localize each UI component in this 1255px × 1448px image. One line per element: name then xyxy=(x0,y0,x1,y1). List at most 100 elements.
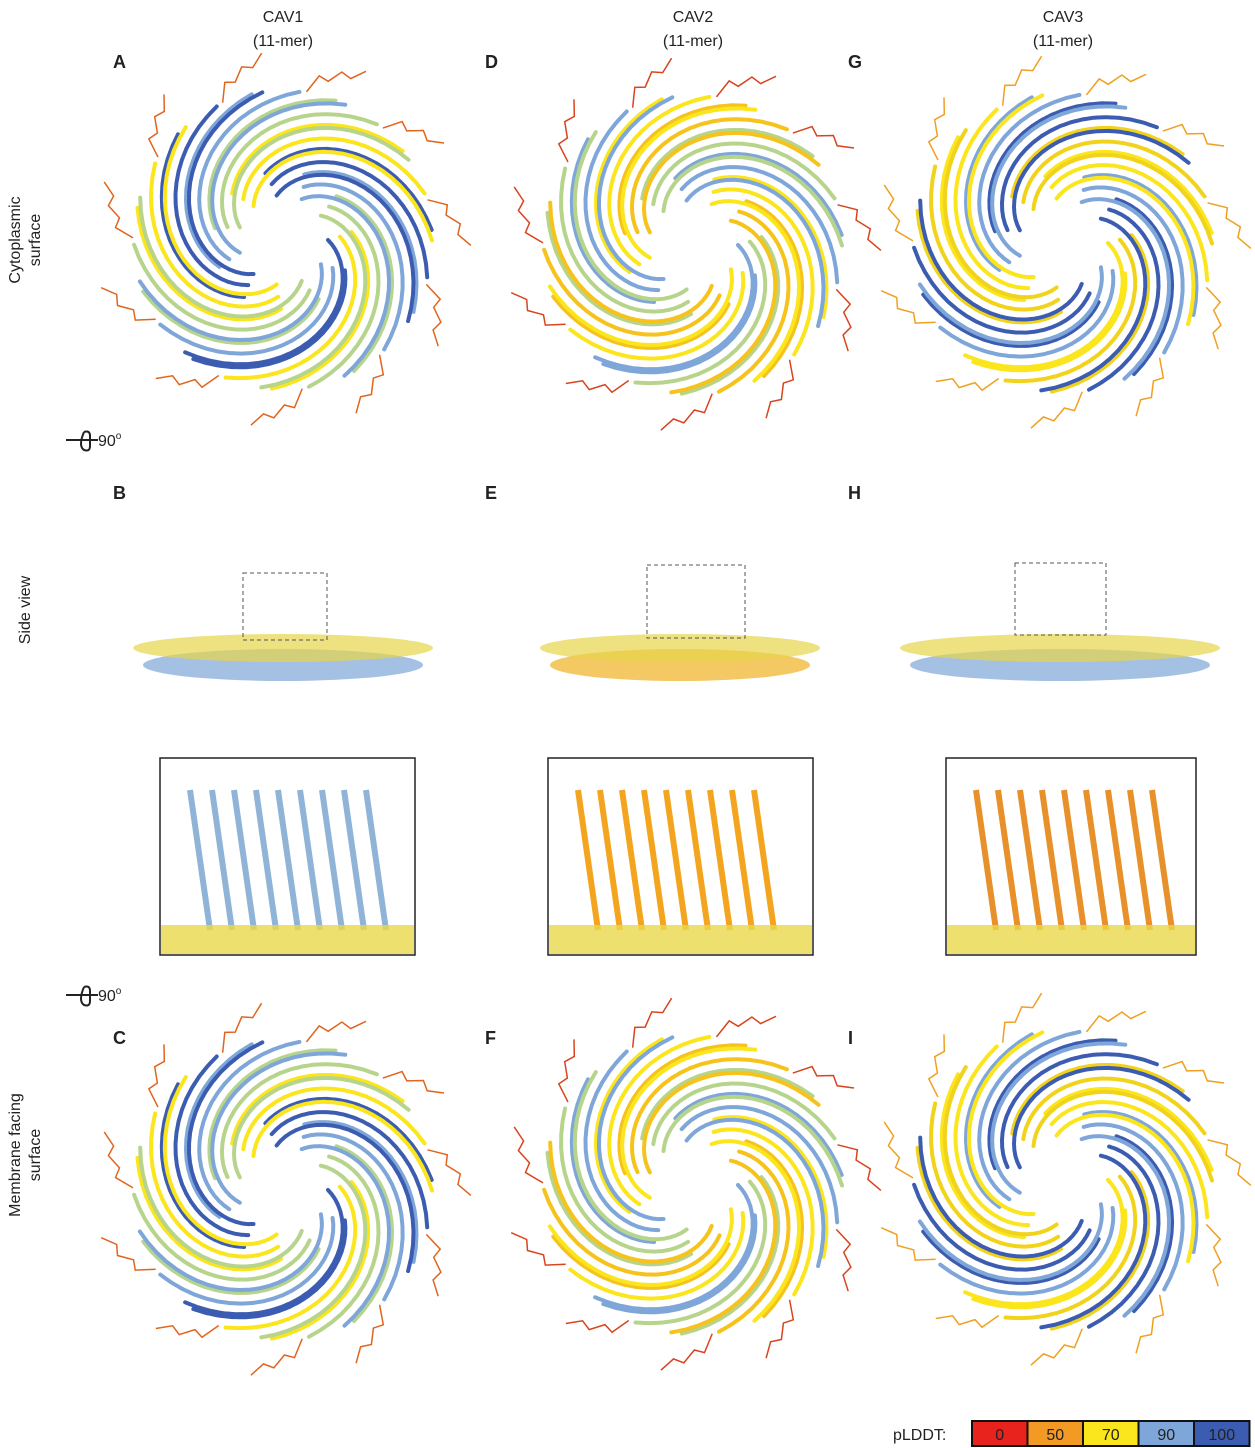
loop xyxy=(514,1127,543,1183)
side-band xyxy=(540,634,820,662)
loop xyxy=(836,289,851,351)
legend-title: pLDDT: xyxy=(893,1427,946,1444)
legend-label: 50 xyxy=(1046,1427,1064,1444)
helix xyxy=(596,99,662,272)
loop xyxy=(661,394,712,430)
rotation-label: 90o xyxy=(98,986,122,1005)
panel-letter: H xyxy=(848,483,861,503)
helix xyxy=(1014,131,1189,230)
helix xyxy=(1014,1068,1189,1167)
loop xyxy=(1163,125,1224,146)
row-label-line: surface xyxy=(27,1129,44,1182)
loop xyxy=(1208,1140,1251,1186)
helix xyxy=(234,128,409,227)
rotation-label: 90o xyxy=(98,431,122,450)
inset-base xyxy=(161,925,414,954)
zoom-boxes xyxy=(243,563,1106,640)
side-band xyxy=(900,634,1220,662)
helix xyxy=(186,1044,252,1217)
loop xyxy=(1208,203,1251,249)
loop xyxy=(1031,1329,1082,1365)
helix xyxy=(1057,178,1194,324)
inset-base xyxy=(947,925,1195,954)
loop xyxy=(884,185,913,241)
row-label: Cytoplasmicsurface xyxy=(7,196,44,283)
loop xyxy=(559,99,575,162)
loop xyxy=(383,122,444,143)
loop xyxy=(838,1145,881,1191)
helix xyxy=(234,1078,409,1177)
legend-label: 0 xyxy=(995,1427,1004,1444)
panel-letter: F xyxy=(485,1028,496,1048)
legend: 0507090100 xyxy=(972,1421,1250,1446)
row-label-line: Cytoplasmic xyxy=(7,196,24,283)
row-label-line: Side view xyxy=(17,575,34,644)
loop xyxy=(793,127,854,148)
loop xyxy=(929,97,945,160)
structures xyxy=(101,53,1251,1375)
loop xyxy=(156,1326,219,1338)
helix xyxy=(277,175,414,321)
helix xyxy=(596,1039,662,1212)
loop xyxy=(661,1334,712,1370)
loop xyxy=(716,1016,776,1037)
column-subtitle: (11-mer) xyxy=(1033,33,1093,50)
loop xyxy=(383,1072,444,1093)
panel-letter: C xyxy=(113,1028,126,1048)
inset-base xyxy=(549,925,812,954)
column-subtitle: (11-mer) xyxy=(663,33,723,50)
loop xyxy=(1086,1011,1146,1032)
panel-letter: B xyxy=(113,483,126,503)
legend-label: 100 xyxy=(1208,1427,1235,1444)
panel-letter: D xyxy=(485,52,498,72)
loop xyxy=(566,1321,629,1333)
loop xyxy=(884,1122,913,1178)
loop xyxy=(251,389,302,425)
panel-letter: A xyxy=(113,52,126,72)
column-title: CAV2 xyxy=(673,9,714,26)
loop xyxy=(306,1021,366,1042)
helix xyxy=(644,133,819,232)
column-subtitle: (11-mer) xyxy=(253,33,313,50)
loop xyxy=(793,1067,854,1088)
loop xyxy=(559,1039,575,1102)
loop xyxy=(929,1034,945,1097)
panel-letter: G xyxy=(848,52,862,72)
loop xyxy=(306,71,366,92)
loop xyxy=(716,76,776,97)
loop xyxy=(936,1316,999,1328)
loop xyxy=(426,1234,441,1296)
helix xyxy=(644,1073,819,1172)
loop xyxy=(1086,74,1146,95)
loop xyxy=(149,94,165,157)
loop xyxy=(1206,1224,1221,1286)
row-label: Side view xyxy=(17,575,34,644)
loop xyxy=(428,200,471,246)
loop xyxy=(104,1132,133,1188)
row-label-line: Membrane facing xyxy=(7,1093,24,1217)
loop xyxy=(251,1339,302,1375)
insets xyxy=(160,758,1196,955)
helix xyxy=(966,1034,1032,1207)
loop xyxy=(514,187,543,243)
loop xyxy=(149,1044,165,1107)
loop xyxy=(836,1229,851,1291)
loop xyxy=(936,379,999,391)
loop xyxy=(428,1150,471,1196)
column-title: CAV3 xyxy=(1043,9,1084,26)
loop xyxy=(1031,392,1082,428)
legend-label: 90 xyxy=(1157,1427,1175,1444)
loop xyxy=(838,205,881,251)
panel-letter: I xyxy=(848,1028,853,1048)
loop xyxy=(1163,1062,1224,1083)
helix xyxy=(687,180,824,326)
helix xyxy=(687,1120,824,1266)
figure: 90o 90o pLDDT: 0507090100 CAV1(11-mer)CA… xyxy=(0,0,1255,1448)
loop xyxy=(156,376,219,388)
rotation-icons xyxy=(66,432,98,1006)
side-band xyxy=(133,634,433,662)
helix xyxy=(186,94,252,267)
loop xyxy=(566,381,629,393)
loop xyxy=(104,182,133,238)
